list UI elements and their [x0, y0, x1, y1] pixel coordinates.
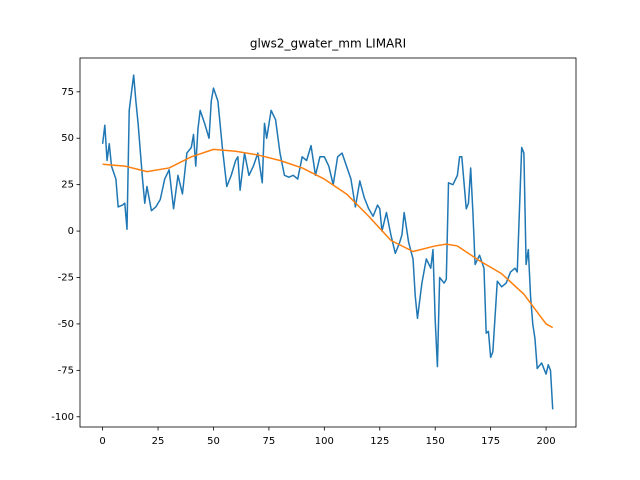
- x-tick-label: 75: [263, 436, 276, 447]
- y-tick-label: 25: [61, 180, 74, 191]
- y-tick-label: -25: [58, 273, 74, 284]
- chart-title: glws2_gwater_mm LIMARI: [250, 37, 406, 51]
- y-tick-label: -50: [58, 319, 74, 330]
- x-tick-label: 125: [370, 436, 389, 447]
- x-tick-label: 150: [426, 436, 445, 447]
- plot-frame: [79, 57, 577, 428]
- x-tick-label: 0: [99, 436, 105, 447]
- x-tick-label: 200: [537, 436, 556, 447]
- x-tick-label: 25: [152, 436, 165, 447]
- y-tick-label: 75: [61, 87, 74, 98]
- y-tick-label: 0: [68, 226, 74, 237]
- y-tick-label: 50: [61, 133, 74, 144]
- x-tick-label: 50: [207, 436, 220, 447]
- y-tick-label: -75: [58, 365, 74, 376]
- x-tick-label: 100: [315, 436, 334, 447]
- x-tick-label: 175: [481, 436, 500, 447]
- data-line: [102, 148, 554, 329]
- data-line: [101, 74, 554, 410]
- y-tick-label: -100: [51, 412, 74, 423]
